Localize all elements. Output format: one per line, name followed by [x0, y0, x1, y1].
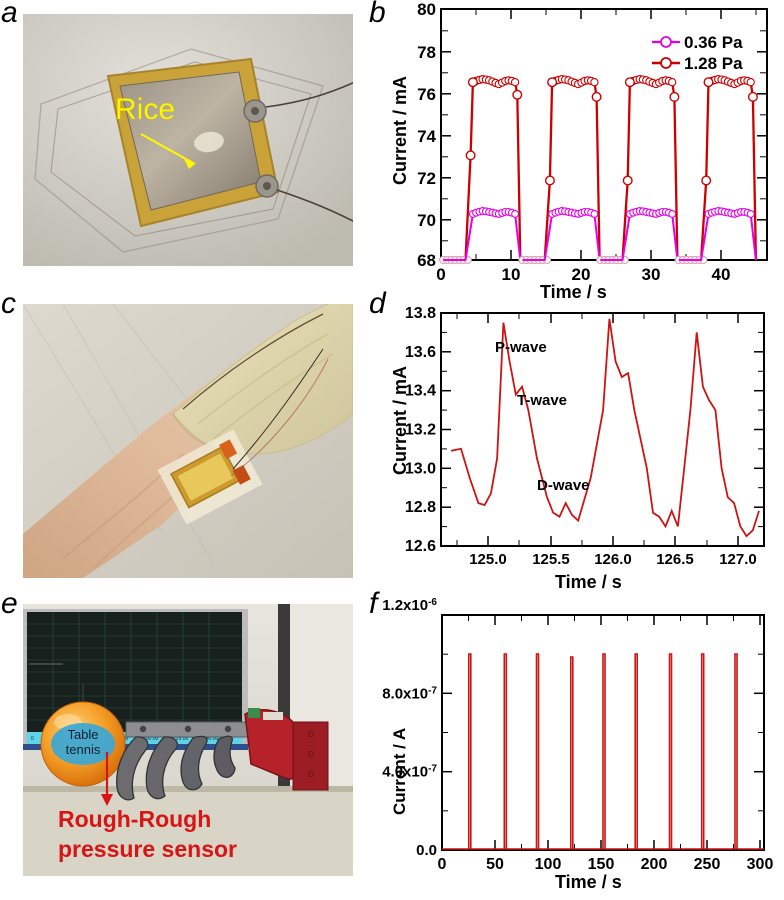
svg-text:74: 74 [417, 127, 436, 146]
svg-text:68: 68 [417, 251, 436, 270]
svg-text:8.0x10-7: 8.0x10-7 [382, 685, 437, 702]
svg-text:250: 250 [694, 856, 721, 873]
svg-text:1.28 Pa: 1.28 Pa [684, 54, 743, 73]
svg-text:70: 70 [417, 211, 436, 230]
svg-text:0: 0 [31, 736, 34, 742]
svg-text:126.0: 126.0 [594, 551, 632, 568]
svg-text:125.5: 125.5 [532, 551, 570, 568]
svg-text:Rice: Rice [115, 93, 175, 126]
svg-text:50: 50 [486, 856, 504, 873]
svg-text:tennis: tennis [66, 742, 101, 757]
svg-text:125.0: 125.0 [469, 551, 507, 568]
svg-text:0: 0 [436, 265, 445, 284]
svg-text:Table: Table [67, 727, 98, 742]
svg-text:10: 10 [502, 265, 521, 284]
svg-text:100: 100 [535, 856, 562, 873]
svg-text:80: 80 [417, 0, 436, 19]
svg-text:127.0: 127.0 [719, 551, 757, 568]
svg-text:P-wave: P-wave [495, 339, 547, 356]
svg-text:13.8: 13.8 [405, 305, 436, 322]
svg-text:300: 300 [747, 856, 774, 873]
svg-text:13.6: 13.6 [405, 344, 436, 361]
svg-text:78: 78 [417, 43, 436, 62]
svg-text:0.0: 0.0 [416, 842, 437, 859]
svg-text:0: 0 [438, 856, 447, 873]
svg-text:40: 40 [712, 265, 731, 284]
svg-text:12.8: 12.8 [405, 499, 436, 516]
svg-text:30: 30 [642, 265, 661, 284]
svg-text:1.2x10-6: 1.2x10-6 [382, 597, 437, 614]
svg-text:D-wave: D-wave [537, 477, 590, 494]
svg-text:0.36 Pa: 0.36 Pa [684, 33, 743, 52]
svg-text:126.5: 126.5 [656, 551, 694, 568]
svg-text:12.6: 12.6 [405, 538, 436, 555]
svg-text:T-wave: T-wave [517, 392, 567, 409]
svg-text:76: 76 [417, 85, 436, 104]
svg-text:150: 150 [588, 856, 615, 873]
svg-text:200: 200 [641, 856, 668, 873]
svg-text:72: 72 [417, 169, 436, 188]
